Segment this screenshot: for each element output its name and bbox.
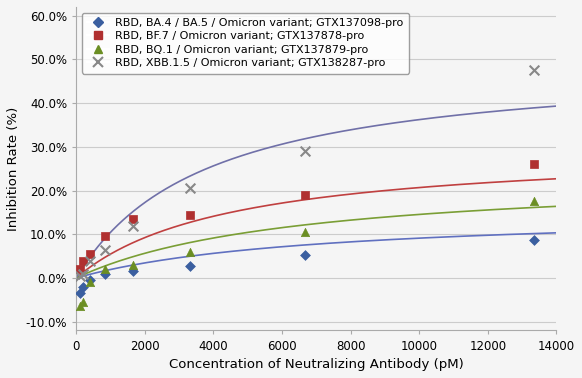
Point [75,266,84,272]
Point [79,284,88,290]
Point [79,271,88,277]
Point [86,277,95,283]
Point [529,67,538,73]
X-axis label: Concentration of Neutralizing Antibody (pM): Concentration of Neutralizing Antibody (… [169,358,464,371]
Point [529,198,538,204]
Point [79,257,88,263]
Y-axis label: Inhibition Rate (%): Inhibition Rate (%) [7,107,20,231]
Point [79,299,88,305]
Point [129,223,138,229]
Point [300,229,310,235]
Point [100,234,109,240]
Point [75,290,84,296]
Point [186,249,195,255]
Point [75,273,84,279]
Legend: RBD, BA.4 / BA.5 / Omicron variant; GTX137098-pro, RBD, BF.7 / Omicron variant; : RBD, BA.4 / BA.5 / Omicron variant; GTX1… [81,12,409,74]
Point [100,246,109,253]
Point [86,251,95,257]
Point [300,148,310,154]
Point [100,266,109,272]
Point [186,185,195,191]
Point [186,212,195,218]
Point [300,192,310,198]
Point [129,216,138,222]
Point [75,304,84,310]
Point [86,279,95,285]
Point [86,257,95,263]
Point [529,161,538,167]
Point [100,271,109,277]
Point [186,263,195,269]
Point [129,262,138,268]
Point [129,268,138,274]
Point [529,237,538,243]
Point [300,252,310,258]
